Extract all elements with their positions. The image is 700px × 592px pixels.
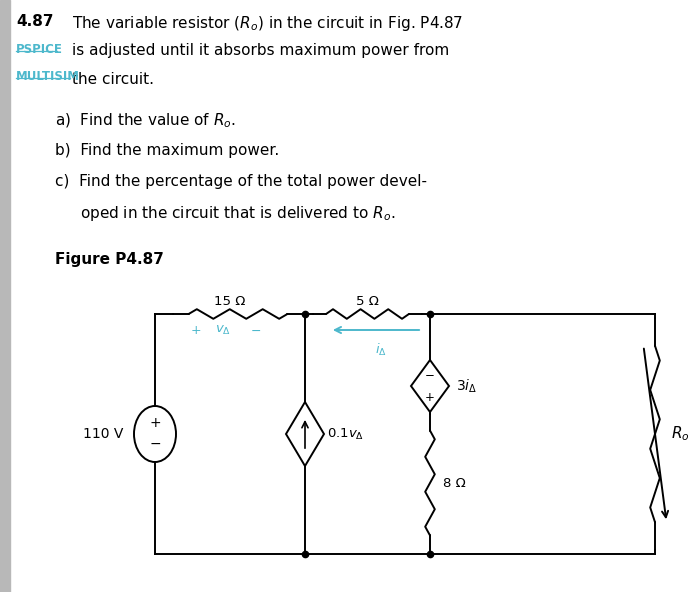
Text: PSPICE: PSPICE	[16, 43, 63, 56]
Text: 15 Ω: 15 Ω	[214, 295, 246, 308]
Text: Figure P4.87: Figure P4.87	[55, 252, 164, 267]
Text: $v_\Delta$: $v_\Delta$	[215, 323, 231, 336]
Bar	[0, 0, 10, 592]
Text: the circuit.: the circuit.	[72, 72, 154, 87]
Text: $R_o$: $R_o$	[671, 424, 690, 443]
Text: −: −	[149, 437, 161, 451]
Text: 3$i_\Delta$: 3$i_\Delta$	[456, 377, 477, 395]
Text: $i_\Delta$: $i_\Delta$	[375, 342, 387, 358]
Text: +: +	[149, 416, 161, 430]
Text: +: +	[425, 391, 435, 404]
Text: a)  Find the value of $R_o$.: a) Find the value of $R_o$.	[55, 112, 236, 130]
Text: 4.87: 4.87	[16, 14, 53, 29]
Text: $+$: $+$	[190, 323, 202, 336]
Text: 8 Ω: 8 Ω	[443, 477, 466, 490]
Text: 0.1$v_\Delta$: 0.1$v_\Delta$	[327, 426, 364, 442]
Text: is adjusted until it absorbs maximum power from: is adjusted until it absorbs maximum pow…	[72, 43, 449, 58]
Text: oped in the circuit that is delivered to $R_o$.: oped in the circuit that is delivered to…	[80, 204, 396, 223]
Text: c)  Find the percentage of the total power devel-: c) Find the percentage of the total powe…	[55, 174, 427, 189]
Text: $-$: $-$	[250, 323, 261, 336]
Text: The variable resistor ($R_o$) in the circuit in Fig. P4.87: The variable resistor ($R_o$) in the cir…	[72, 14, 463, 33]
Text: b)  Find the maximum power.: b) Find the maximum power.	[55, 143, 279, 158]
Text: 5 Ω: 5 Ω	[356, 295, 379, 308]
Text: 110 V: 110 V	[83, 427, 123, 441]
Text: MULTISIM: MULTISIM	[16, 70, 80, 83]
Text: −: −	[425, 368, 435, 381]
